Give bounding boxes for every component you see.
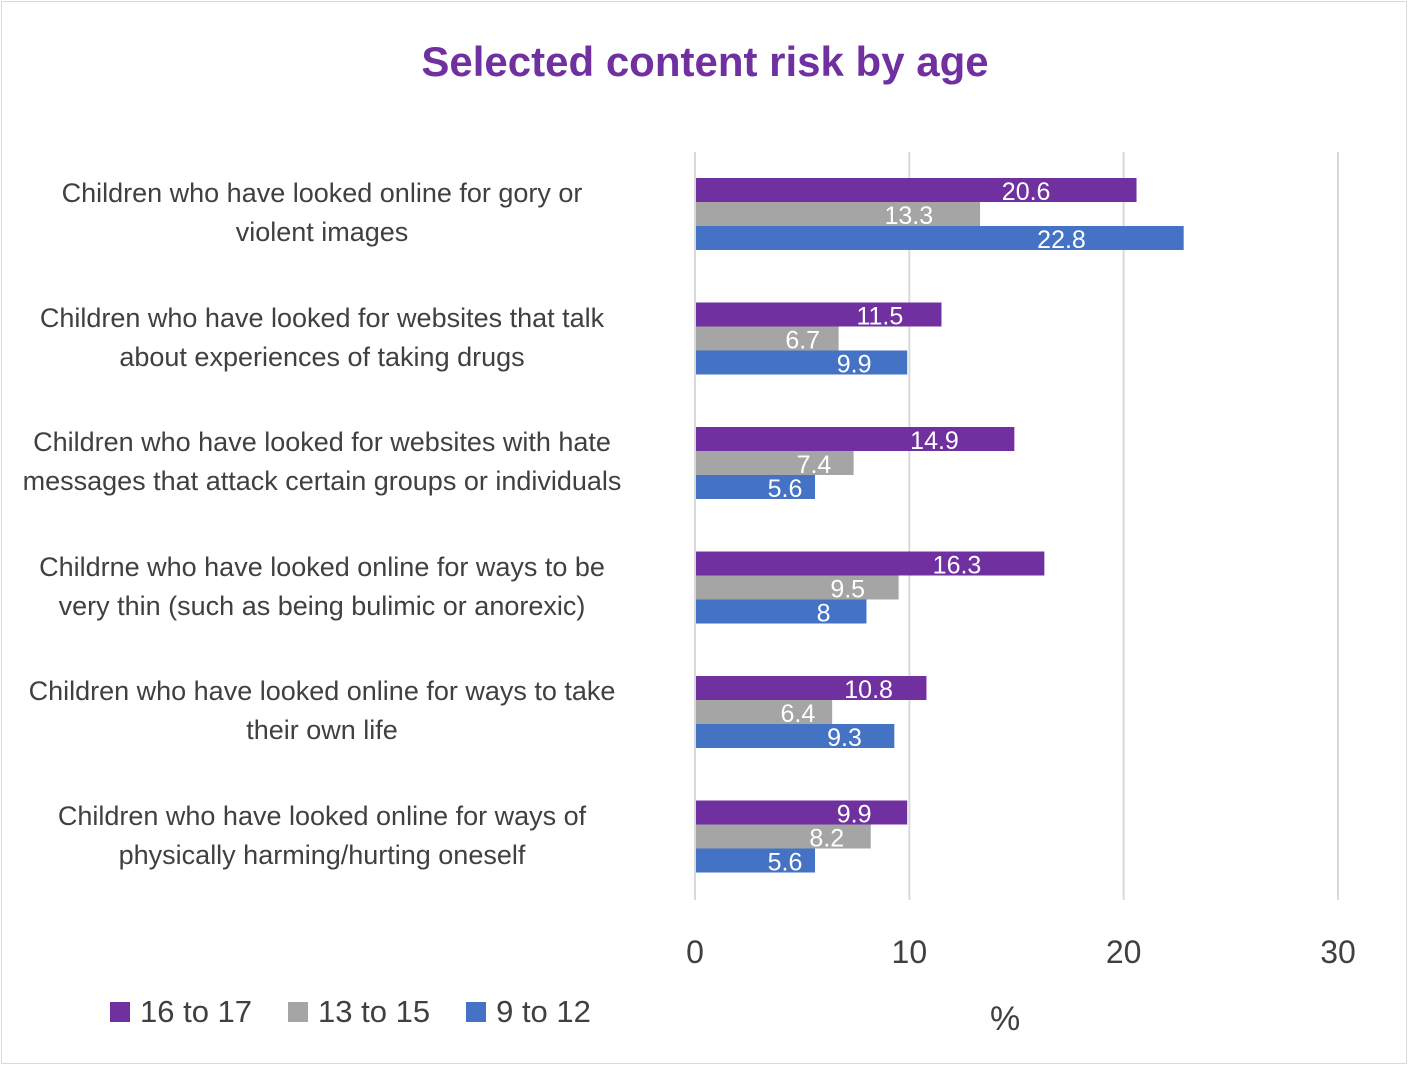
category-label-line: their own life [246, 715, 398, 745]
category-label-line: Children who have looked for websites wi… [33, 427, 611, 457]
bar [695, 302, 942, 327]
x-tick-label: 20 [1106, 934, 1142, 970]
data-label: 16.3 [933, 552, 982, 580]
legend-label: 13 to 15 [318, 994, 431, 1029]
category-label: Children who have looked for websites th… [0, 299, 662, 377]
data-label: 20.6 [1002, 178, 1051, 206]
data-label: 22.8 [1037, 226, 1086, 254]
category-label: Children who have looked online for gory… [0, 174, 662, 252]
data-label: 7.4 [797, 451, 832, 479]
category-label: Children who have looked online for ways… [0, 797, 662, 875]
data-label: 9.9 [837, 351, 872, 379]
data-label: 14.9 [910, 427, 959, 455]
legend-label: 9 to 12 [496, 994, 591, 1029]
bar [695, 676, 927, 700]
bar [695, 178, 1137, 202]
bar [695, 451, 854, 475]
category-label: Children who have looked for websites wi… [0, 423, 662, 501]
legend-swatch [110, 1002, 130, 1022]
data-label: 10.8 [844, 676, 893, 704]
data-label: 9.3 [827, 724, 862, 752]
legend-swatch [288, 1002, 309, 1022]
category-label-line: very thin (such as being bulimic or anor… [58, 590, 586, 621]
bar [695, 202, 981, 226]
legend-label: 16 to 17 [140, 994, 253, 1029]
data-label: 6.7 [785, 327, 820, 355]
x-axis-title: % [990, 1000, 1021, 1038]
legend: 16 to 17 13 to 15 9 to 12 [110, 992, 627, 1032]
bar [695, 427, 1015, 451]
legend-item: 9 to 12 [466, 994, 591, 1030]
data-label: 13.3 [884, 202, 933, 230]
chart-title: Selected content risk by age [421, 38, 989, 85]
legend-item: 13 to 15 [288, 994, 430, 1030]
category-label-line: Children who have looked online for ways… [28, 676, 616, 706]
x-tick-label: 10 [892, 934, 928, 970]
category-label-line: about experiences of taking drugs [119, 341, 525, 372]
data-label: 5.6 [768, 849, 803, 877]
category-label-line: Children who have looked online for gory… [61, 178, 583, 208]
data-label: 5.6 [768, 475, 803, 503]
data-label: 6.4 [780, 700, 815, 728]
x-tick-label: 0 [686, 934, 704, 970]
category-label-line: Childrne who have looked online for ways… [39, 551, 605, 582]
category-label-line: messages that attack certain groups or i… [22, 466, 622, 496]
bar [695, 599, 867, 624]
bar [695, 724, 895, 748]
category-label-line: violent images [235, 217, 409, 247]
category-label-line: Children who have looked online for ways… [57, 800, 587, 831]
bar [695, 226, 1184, 250]
legend-swatch [466, 1002, 487, 1022]
bar [695, 551, 1045, 576]
category-label-line: Children who have looked for websites th… [39, 302, 605, 333]
bar [695, 575, 899, 600]
data-label: 9.5 [830, 576, 865, 604]
bar [695, 326, 839, 351]
legend-item: 16 to 17 [110, 994, 252, 1030]
category-label: Childrne who have looked online for ways… [0, 548, 662, 626]
data-label: 9.9 [837, 801, 872, 829]
category-label: Children who have looked online for ways… [0, 672, 662, 750]
category-label-line: physically harming/hurting oneself [118, 839, 526, 870]
data-label: 8.2 [809, 825, 844, 853]
bar [695, 475, 816, 499]
data-label: 8 [817, 600, 831, 628]
bar [695, 800, 908, 825]
bar [695, 350, 908, 375]
bar [695, 848, 816, 873]
x-tick-label: 30 [1320, 934, 1356, 970]
bar [695, 700, 833, 724]
bar [695, 824, 871, 849]
data-label: 11.5 [856, 303, 903, 331]
